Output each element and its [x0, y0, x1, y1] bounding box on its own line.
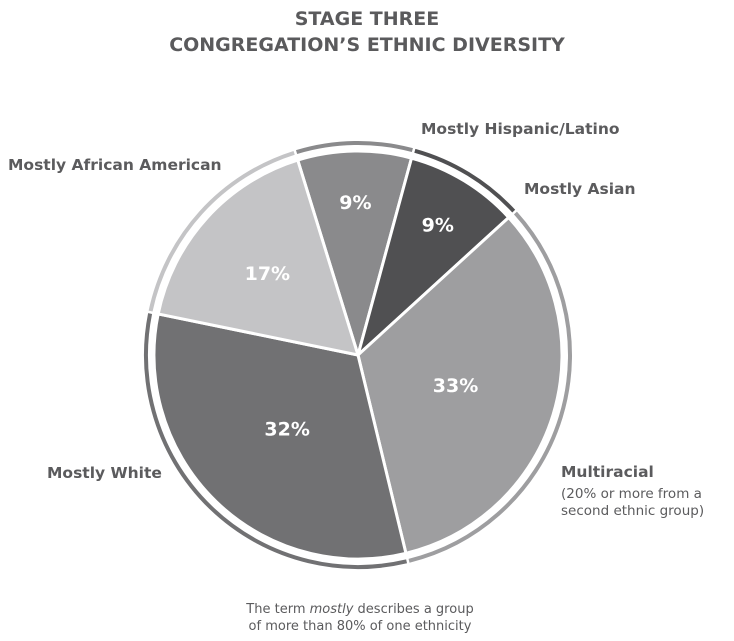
- footnote-text-a: The term: [246, 602, 310, 617]
- pct-label-african-american: 17%: [245, 263, 290, 285]
- pie-percent-labels: 9% 9% 33% 32% 17%: [245, 192, 479, 440]
- chart-title-line-1: STAGE THREE: [294, 8, 440, 30]
- chart-title: STAGE THREE CONGREGATION’S ETHNIC DIVERS…: [0, 6, 734, 58]
- slice-label-white: Mostly White: [47, 464, 162, 482]
- slice-label-multiracial: Multiracial: [561, 463, 654, 481]
- pie-outer-rings: [144, 141, 572, 569]
- slice-sublabel-multiracial: (20% or more from a second ethnic group): [561, 486, 705, 519]
- pie-slice-multiracial: [356, 215, 564, 555]
- chart-title-line-2: CONGREGATION’S ETHNIC DIVERSITY: [169, 34, 565, 56]
- pie-slice-asian: [356, 156, 511, 357]
- footnote-text-b: describes a group: [353, 602, 474, 617]
- pct-label-white: 32%: [264, 418, 309, 440]
- ring-arc-asian: [414, 148, 516, 213]
- ring-arc-white: [144, 313, 408, 569]
- pct-label-asian: 9%: [422, 214, 454, 236]
- slice-label-asian: Mostly Asian: [524, 180, 636, 198]
- footnote-line-1: The term mostly describes a group: [0, 601, 720, 618]
- ring-arc-multiracial: [408, 211, 572, 563]
- pie-slices: [152, 149, 564, 561]
- footnote-emphasis: mostly: [309, 602, 354, 617]
- pie-slice-white: [152, 312, 408, 561]
- pie-slice-hispanic: [296, 149, 414, 357]
- footnote: The term mostly describes a group of mor…: [0, 601, 720, 635]
- ring-arc-african-american: [148, 150, 295, 312]
- pct-label-hispanic: 9%: [339, 192, 371, 214]
- pct-label-multiracial: 33%: [433, 375, 478, 397]
- slice-label-african-american: Mostly African American: [8, 156, 222, 174]
- footnote-line-2: of more than 80% of one ethnicity: [248, 619, 472, 634]
- slice-label-hispanic: Mostly Hispanic/Latino: [421, 120, 620, 138]
- pie-slice-african-american: [156, 158, 360, 357]
- ring-arc-hispanic: [295, 141, 413, 155]
